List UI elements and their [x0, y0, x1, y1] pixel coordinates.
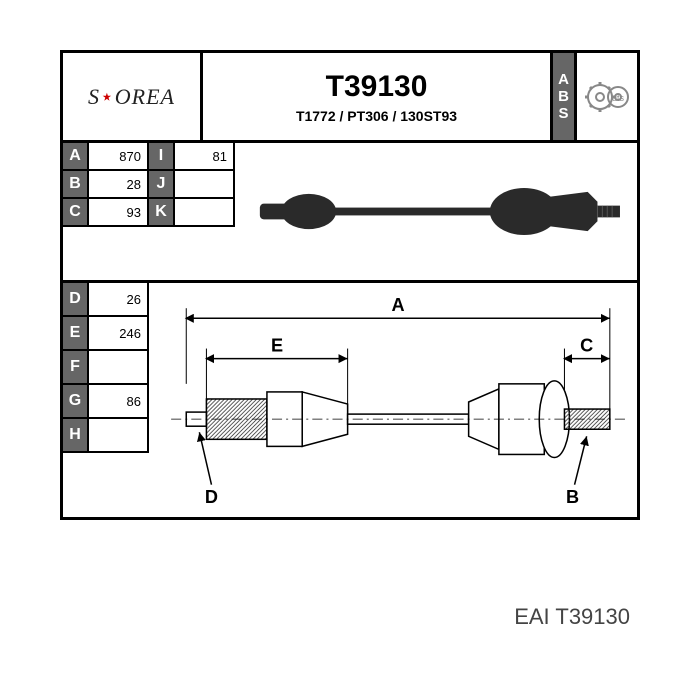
spec-col-labels-1: A B C — [63, 143, 89, 280]
spec-value — [175, 171, 235, 199]
spec-col-values-1: 870 28 93 — [89, 143, 149, 280]
spec-value: 870 — [89, 143, 149, 171]
brand-logo: S⋆OREA — [88, 84, 175, 110]
product-image — [235, 143, 637, 280]
spec-label: E — [63, 317, 89, 351]
part-number: T39130 — [326, 70, 428, 104]
cross-ref: T1772 / PT306 / 130ST93 — [296, 108, 457, 124]
spec-label: B — [63, 171, 89, 199]
spec-table-lower: D26 E246 F G86 H — [63, 283, 149, 520]
spec-label: G — [63, 385, 89, 419]
spec-label: A — [63, 143, 89, 171]
svg-text:dts: dts — [612, 93, 625, 103]
svg-text:B: B — [566, 487, 579, 507]
caption: EAI T39130 — [514, 604, 630, 630]
spec-value — [89, 419, 149, 453]
spec-value — [89, 351, 149, 385]
specs-and-diagram-row: D26 E246 F G86 H — [63, 283, 637, 520]
spec-value: 81 — [175, 143, 235, 171]
title-cell: T39130 T1772 / PT306 / 130ST93 — [203, 53, 553, 140]
gear-icon: dts — [582, 72, 632, 122]
dimension-diagram: A E C — [149, 283, 637, 520]
svg-text:C: C — [580, 336, 593, 356]
spec-label: F — [63, 351, 89, 385]
spec-value: 93 — [89, 199, 149, 227]
spec-col-values-2: 81 — [175, 143, 235, 280]
abs-badge: ABS — [553, 53, 577, 140]
spec-label: K — [149, 199, 175, 227]
drive-shaft-photo — [235, 143, 637, 280]
shaft-schematic: A E C — [149, 283, 637, 520]
spec-label: J — [149, 171, 175, 199]
svg-text:D: D — [205, 487, 218, 507]
spec-value: 26 — [89, 283, 149, 317]
brand-cell: S⋆OREA — [63, 53, 203, 140]
spec-value — [175, 199, 235, 227]
spec-label: C — [63, 199, 89, 227]
spec-value: 246 — [89, 317, 149, 351]
gear-icon-cell: dts — [577, 53, 637, 140]
spec-value: 28 — [89, 171, 149, 199]
spec-table-upper: A B C 870 28 93 I J K 81 — [63, 143, 235, 280]
spec-col-labels-2: I J K — [149, 143, 175, 280]
specs-and-image-row: A B C 870 28 93 I J K 81 — [63, 143, 637, 283]
svg-text:A: A — [391, 295, 404, 315]
spec-label: H — [63, 419, 89, 453]
spec-label: I — [149, 143, 175, 171]
spec-card: S⋆OREA T39130 T1772 / PT306 / 130ST93 AB… — [60, 50, 640, 520]
spec-value: 86 — [89, 385, 149, 419]
svg-text:E: E — [271, 336, 283, 356]
spec-label: D — [63, 283, 89, 317]
header-row: S⋆OREA T39130 T1772 / PT306 / 130ST93 AB… — [63, 53, 637, 143]
